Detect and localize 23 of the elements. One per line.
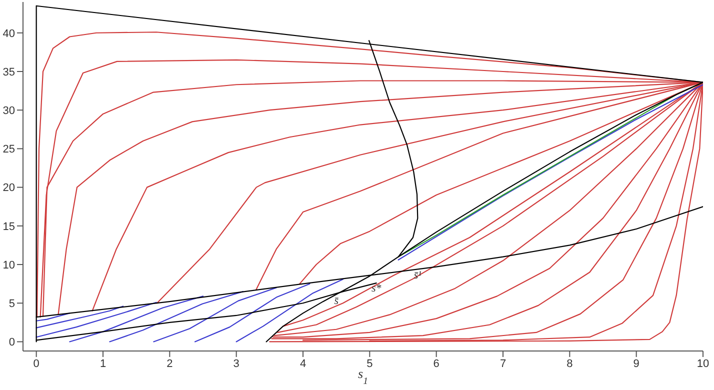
y-tick-label: 30	[2, 105, 15, 117]
x-tick-label: 0	[33, 358, 40, 370]
y-tick-label: 35	[2, 66, 15, 78]
x-tick-label: 9	[633, 358, 640, 370]
y-tick-label: 25	[2, 144, 15, 156]
annotation: s*	[371, 282, 382, 295]
y-tick-label: 10	[2, 259, 15, 272]
x-axis-title: s$_{1}$	[358, 366, 368, 386]
y-tick-label: 0	[8, 336, 15, 349]
y-tick-label: 40	[2, 28, 15, 40]
x-tick-label: 1	[100, 358, 106, 370]
x-tick-label: 8	[566, 358, 573, 370]
x-tick-label: 5	[366, 358, 373, 370]
y-tick-label: 5	[8, 298, 15, 310]
x-tick-label: 10	[696, 358, 710, 370]
annotation: s̄	[334, 295, 339, 308]
x-tick-label: 3	[233, 358, 240, 370]
y-tick-label: 15	[2, 220, 15, 233]
x-tick-label: 2	[166, 358, 173, 370]
y-tick-label: 20	[2, 182, 15, 194]
x-tick-label: 4	[300, 358, 306, 370]
x-tick-label: 6	[433, 358, 440, 370]
x-tick-label: 7	[500, 358, 506, 370]
